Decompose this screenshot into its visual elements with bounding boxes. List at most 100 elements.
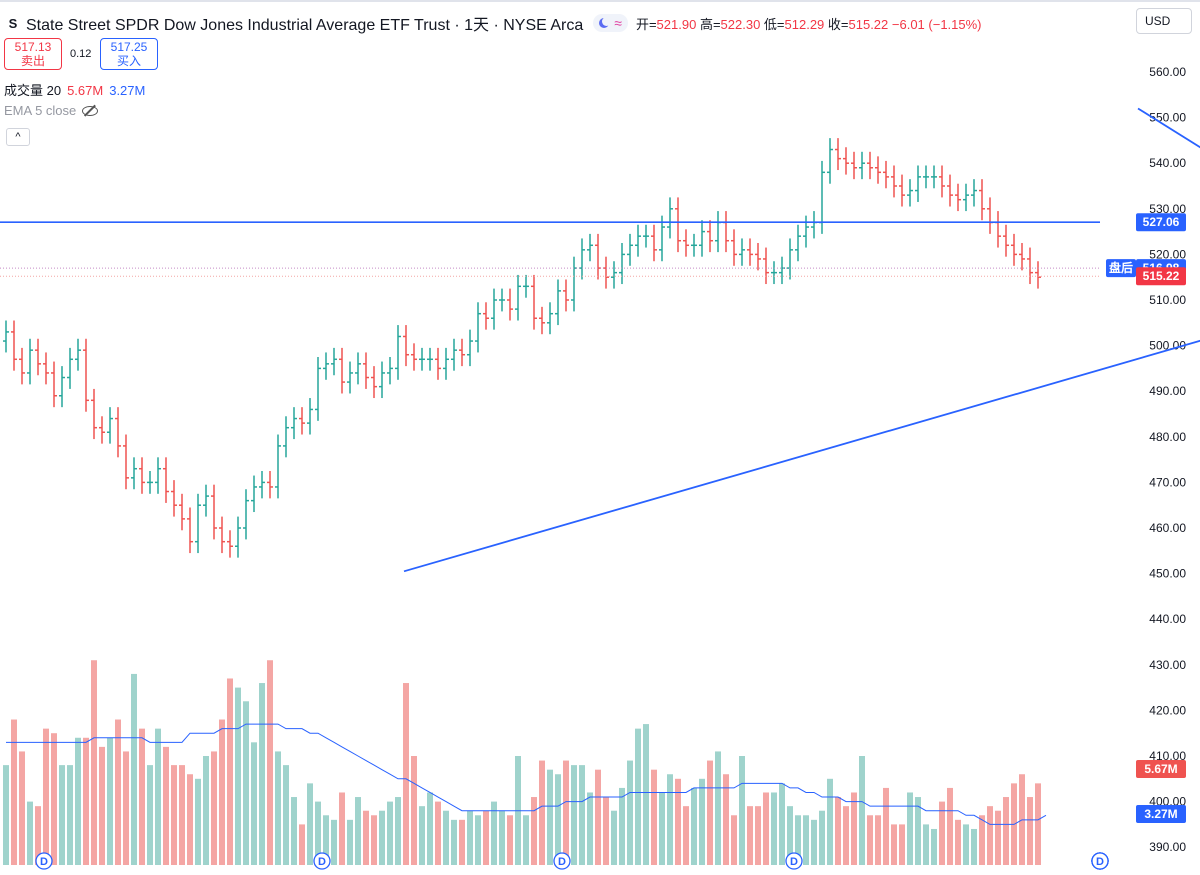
ohlc-bar: [83, 338, 89, 412]
volume-bar: [371, 815, 377, 865]
y-tick-label: 430.00: [1149, 658, 1186, 672]
symbol-title[interactable]: State Street SPDR Dow Jones Industrial A…: [26, 17, 584, 34]
volume-bar: [99, 746, 105, 865]
ohlc-bar: [859, 151, 865, 180]
dividend-marker[interactable]: [1091, 852, 1109, 870]
volume-bar: [59, 765, 65, 865]
dividend-marker[interactable]: [35, 852, 53, 870]
ohlc-bar: [1027, 247, 1033, 285]
volume-bar: [1003, 797, 1009, 865]
volume-bar: [195, 778, 201, 865]
y-tick-label: 440.00: [1149, 612, 1186, 626]
buy-label: 买入: [116, 54, 141, 68]
low-label: 低=: [763, 16, 785, 32]
ohlc-bar: [443, 347, 449, 380]
ohlc-bar: [427, 347, 433, 371]
ohlc-bar: [235, 516, 241, 558]
volume-bar: [683, 806, 689, 865]
volume-bar: [171, 765, 177, 865]
currency-select[interactable]: USD: [1136, 8, 1192, 34]
ohlc-bar: [611, 261, 617, 289]
ohlc-bar: [635, 224, 641, 257]
volume-bar: [555, 774, 561, 865]
y-tick-label: 500.00: [1149, 339, 1186, 353]
volume-bar: [619, 787, 625, 865]
volume-bar: [643, 724, 649, 865]
y-tick-label: 470.00: [1149, 475, 1186, 489]
sell-button[interactable]: 517.13 卖出: [4, 38, 62, 70]
ohlc-bar: [347, 361, 353, 394]
volume-legend[interactable]: 成交量 20 5.67M 3.27M: [4, 80, 145, 99]
ohlc-bar: [43, 352, 49, 385]
ohlc-bar: [115, 407, 121, 458]
dividend-marker[interactable]: [313, 852, 331, 870]
volume-bar: [547, 769, 553, 865]
dividend-marker-label: D: [558, 856, 566, 868]
dividend-marker[interactable]: [553, 852, 571, 870]
ohlc-bar: [931, 165, 937, 189]
y-tick-label: 460.00: [1149, 521, 1186, 535]
ohlc-bar: [75, 338, 81, 371]
volume-bar: [979, 815, 985, 865]
ohlc-bar: [739, 238, 745, 266]
volume-bar: [587, 792, 593, 865]
volume-bar: [971, 828, 977, 865]
last-price-label: 515.22: [1143, 269, 1180, 283]
ohlc-bar: [203, 484, 209, 517]
ohlc-bar: [147, 471, 153, 494]
y-tick-label: 530.00: [1149, 202, 1186, 216]
ohlc-bar: [419, 347, 425, 371]
volume-bar: [563, 760, 569, 865]
dividend-marker[interactable]: [785, 852, 803, 870]
ohlc-bar: [875, 156, 881, 184]
volume-bar: [779, 783, 785, 865]
collapse-legend-button[interactable]: ^: [6, 128, 30, 146]
volume-bar: [419, 806, 425, 865]
volume-bar: [659, 792, 665, 865]
ohlc-bar: [387, 357, 393, 385]
ohlc-bar: [459, 338, 465, 367]
ohlc-bar: [283, 416, 289, 458]
volume-bar: [611, 810, 617, 865]
volume-bar: [323, 815, 329, 865]
volume-bar: [259, 683, 265, 865]
eye-off-icon[interactable]: [82, 105, 99, 116]
volume-bar: [579, 765, 585, 865]
ohlc-bar: [843, 147, 849, 175]
ohlc-bar: [483, 302, 489, 330]
volume-bar: [731, 815, 737, 865]
ema-legend[interactable]: EMA 5 close: [4, 103, 99, 118]
market-status[interactable]: ≈: [593, 14, 628, 32]
low-value: 512.29: [784, 16, 825, 32]
buy-button[interactable]: 517.25 买入: [100, 38, 158, 70]
volume-bar: [795, 815, 801, 865]
ohlc-bar: [603, 256, 609, 289]
ohlc-bar: [195, 493, 201, 554]
volume-bar: [675, 778, 681, 865]
ohlc-bar: [795, 224, 801, 262]
ohlc-bar: [227, 530, 233, 558]
ohlc-bar: [651, 224, 657, 262]
volume-bar: [435, 801, 441, 865]
volume-bar: [947, 787, 953, 865]
ohlc-bar: [915, 165, 921, 202]
close-value: 515.22: [848, 16, 889, 32]
ohlc-bar: [835, 138, 841, 171]
volume-bar: [923, 824, 929, 865]
ohlc-bar: [331, 347, 337, 376]
high-label: 高=: [699, 16, 721, 32]
volume-bar: [139, 728, 145, 865]
ohlc-bar: [907, 179, 913, 207]
ohlc-bar: [275, 434, 281, 499]
ohlc-bar: [107, 407, 113, 444]
ohlc-bar: [123, 434, 129, 490]
volume-bar: [235, 687, 241, 865]
ohlc-bar: [763, 247, 769, 285]
symbol-icon[interactable]: S: [6, 16, 20, 31]
volume-label-a-bg: [1136, 760, 1186, 778]
volume-bar: [91, 660, 97, 865]
ohlc-values: 开=521.90 高=522.30 低=512.29 收=515.22 −6.0…: [636, 14, 982, 33]
y-tick-label: 540.00: [1149, 156, 1186, 170]
ohlc-bar: [499, 288, 505, 312]
